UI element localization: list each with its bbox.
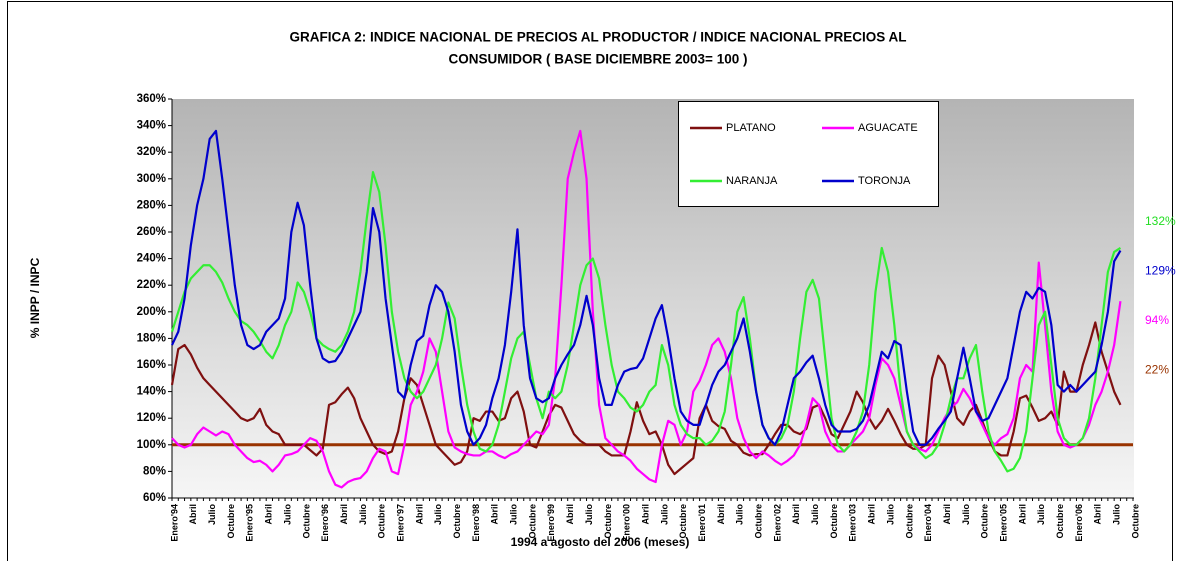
x-tick-label: Abril <box>942 504 952 525</box>
y-tick-label: 180% <box>137 332 166 344</box>
x-tick-label: Enero'97 <box>395 504 405 542</box>
annotation: 94% <box>1145 313 1169 327</box>
legend-label: AGUACATE <box>858 122 918 134</box>
annotation: 129% <box>1145 264 1176 278</box>
x-tick-label: Julio <box>282 504 292 526</box>
y-tick-label: 80% <box>143 465 166 477</box>
x-tick-label: Enero'06 <box>1074 504 1084 542</box>
x-tick-label: Abril <box>188 504 198 525</box>
x-tick-label: Enero'00 <box>622 504 632 542</box>
x-tick-label: Octubre <box>678 504 688 539</box>
x-tick-label: Abril <box>1093 504 1103 525</box>
x-tick-label: Octubre <box>377 504 387 539</box>
legend-label: NARANJA <box>726 175 778 187</box>
x-tick-label: Abril <box>414 504 424 525</box>
x-tick-label: Enero'04 <box>923 504 933 542</box>
x-tick-label: Octubre <box>980 504 990 539</box>
x-tick-label: Julio <box>1112 504 1122 526</box>
chart-title: GRAFICA 2: INDICE NACIONAL DE PRECIOS AL… <box>289 30 906 45</box>
series-line <box>170 171 1122 473</box>
x-tick-label: Abril <box>490 504 500 525</box>
y-tick-label: 320% <box>137 146 166 158</box>
x-tick-label: Enero'99 <box>546 504 556 542</box>
x-tick-label: Abril <box>791 504 801 525</box>
y-tick-label: 160% <box>137 359 166 371</box>
x-tick-label: Abril <box>264 504 274 525</box>
y-tick-label: 360% <box>137 93 166 105</box>
y-tick-label: 100% <box>137 439 166 451</box>
x-tick-label: Julio <box>207 504 217 526</box>
y-tick-label: 240% <box>137 253 166 265</box>
x-tick-label: Julio <box>810 504 820 526</box>
x-tick-label: Enero'01 <box>697 504 707 542</box>
x-tick-label: Enero'94 <box>169 504 179 542</box>
y-tick-label: 60% <box>143 492 166 504</box>
chart-title: CONSUMIDOR ( BASE DICIEMBRE 2003= 100 ) <box>449 52 748 67</box>
x-tick-label: Julio <box>1036 504 1046 526</box>
x-tick-label: Octubre <box>829 504 839 539</box>
x-tick-label: Octubre <box>301 504 311 539</box>
chart-frame <box>7 1 1173 561</box>
x-tick-label: Julio <box>885 504 895 526</box>
y-tick-label: 340% <box>137 120 166 132</box>
x-tick-label: Enero'02 <box>772 504 782 542</box>
y-axis-label: % INPP / INPC <box>28 257 42 338</box>
x-tick-label: Abril <box>1017 504 1027 525</box>
legend-label: TORONJA <box>858 175 911 187</box>
x-tick-label: Enero'03 <box>848 504 858 542</box>
series-line <box>170 321 1122 476</box>
x-axis-label: 1994 a agosto del 2006 (meses) <box>511 535 690 549</box>
x-tick-label: Octubre <box>754 504 764 539</box>
x-tick-label: Julio <box>735 504 745 526</box>
x-tick-label: Octubre <box>603 504 613 539</box>
series-line <box>171 129 1122 446</box>
y-tick-label: 140% <box>137 386 166 398</box>
x-tick-label: Julio <box>584 504 594 526</box>
x-tick-label: Julio <box>659 504 669 526</box>
y-tick-label: 220% <box>137 279 166 291</box>
x-tick-label: Octubre <box>527 504 537 539</box>
x-tick-label: Octubre <box>452 504 462 539</box>
y-tick-label: 200% <box>137 306 166 318</box>
x-tick-label: Octubre <box>1055 504 1065 539</box>
series-line <box>171 129 1122 489</box>
legend-box <box>678 101 939 207</box>
legend-label: PLATANO <box>726 122 776 134</box>
x-tick-label: Abril <box>339 504 349 525</box>
y-tick-label: 300% <box>137 173 166 185</box>
x-tick-label: Octubre <box>226 504 236 539</box>
x-tick-label: Octubre <box>1130 504 1140 539</box>
annotation: 22% <box>1145 363 1169 377</box>
x-tick-label: Abril <box>716 504 726 525</box>
x-tick-label: Octubre <box>904 504 914 539</box>
x-tick-label: Enero'05 <box>998 504 1008 542</box>
x-tick-label: Abril <box>565 504 575 525</box>
x-tick-label: Enero'96 <box>320 504 330 542</box>
x-tick-label: Enero'98 <box>471 504 481 542</box>
x-tick-label: Julio <box>433 504 443 526</box>
x-tick-label: Abril <box>867 504 877 525</box>
y-tick-label: 280% <box>137 199 166 211</box>
x-tick-label: Julio <box>358 504 368 526</box>
y-tick-label: 120% <box>137 412 166 424</box>
x-tick-label: Julio <box>509 504 519 526</box>
x-tick-label: Julio <box>961 504 971 526</box>
x-tick-label: Enero'95 <box>245 504 255 542</box>
x-tick-label: Abril <box>640 504 650 525</box>
y-tick-label: 260% <box>137 226 166 238</box>
annotation: 132% <box>1145 214 1176 228</box>
